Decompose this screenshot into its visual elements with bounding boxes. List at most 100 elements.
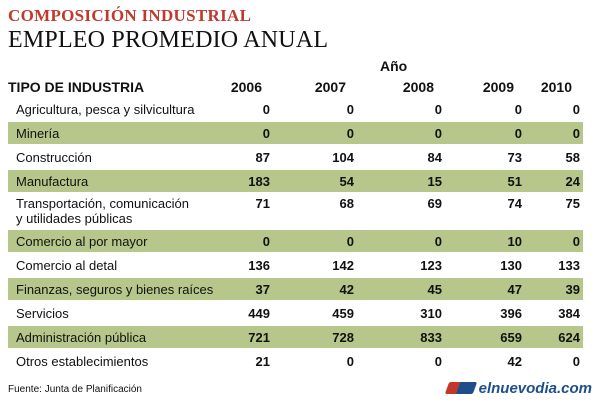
row-value-2007: 54 — [339, 174, 354, 189]
row-value-2009: 130 — [500, 258, 522, 273]
row-value-2007: 0 — [346, 102, 354, 117]
row-label: Comercio al por mayor — [16, 234, 148, 249]
row-value-2007: 42 — [339, 282, 354, 297]
row-label: Transportación, comunicación y utilidades… — [16, 196, 189, 226]
row-label-line: Manufactura — [16, 174, 89, 189]
row-value-2006: 21 — [255, 354, 270, 369]
row-label-line: Transportación, comunicación — [16, 196, 189, 211]
row-value-2006: 87 — [255, 150, 270, 165]
row-value-2006: 721 — [248, 330, 270, 345]
row-label-line: Comercio al por mayor — [16, 234, 148, 249]
row-value-2006: 37 — [255, 282, 270, 297]
row-value-2009: 74 — [507, 196, 522, 211]
row-value-2007: 68 — [339, 196, 354, 211]
row-label-line: Minería — [16, 126, 60, 141]
row-label-line: Construcción — [16, 150, 92, 165]
row-value-2008: 69 — [427, 196, 442, 211]
row-value-2006: 0 — [262, 102, 270, 117]
row-label-line: Administración pública — [16, 330, 147, 345]
row-value-2006: 449 — [248, 306, 270, 321]
table-row: Agricultura, pesca y silvicultura 0 0 0 0 0 — [8, 98, 583, 120]
row-value-2007: 0 — [346, 126, 354, 141]
row-value-2009: 659 — [500, 330, 522, 345]
row-value-2009: 47 — [507, 282, 522, 297]
row-label: Manufactura — [16, 174, 88, 189]
year-header-2008: 2008 — [402, 79, 434, 95]
row-value-2006: 0 — [262, 234, 270, 249]
row-value-2008: 0 — [434, 354, 442, 369]
row-value-2010: 0 — [572, 126, 580, 141]
row-value-2009: 0 — [514, 126, 522, 141]
row-value-2007: 728 — [332, 330, 354, 345]
table-row: Manufactura 183 54 15 51 24 — [8, 170, 583, 192]
row-value-2010: 133 — [558, 258, 580, 273]
row-label: Finanzas, seguros y bienes raíces — [16, 282, 213, 297]
row-label-line: Servicios — [16, 306, 69, 321]
row-value-2009: 0 — [514, 102, 522, 117]
table-row: Finanzas, seguros y bienes raíces 37 42 45 4… — [8, 278, 583, 300]
row-value-2009: 10 — [507, 234, 522, 249]
row-label: Servicios — [16, 306, 69, 321]
row-value-2010: 0 — [572, 102, 580, 117]
row-value-2010: 0 — [572, 354, 580, 369]
brand-logo: elnuevodia.com — [444, 377, 592, 399]
row-value-2009: 42 — [507, 354, 522, 369]
table-row: Minería 0 0 0 0 0 — [8, 122, 583, 144]
table-row: Comercio al detal 136 142 123 130 133 — [8, 254, 583, 276]
table-row: Construcción 87 104 84 73 58 — [8, 146, 583, 168]
row-label-line: Finanzas, seguros y bienes raíces — [16, 282, 214, 297]
year-header-2009: 2009 — [482, 79, 514, 95]
row-label: Agricultura, pesca y silvicultura — [16, 102, 194, 117]
row-value-2008: 0 — [434, 234, 442, 249]
year-group-label: Año — [380, 58, 408, 74]
row-value-2008: 45 — [427, 282, 442, 297]
row-value-2007: 459 — [332, 306, 354, 321]
chart-kicker: COMPOSICIÓN INDUSTRIAL — [8, 6, 252, 25]
row-value-2007: 0 — [346, 354, 354, 369]
row-value-2008: 84 — [427, 150, 442, 165]
row-label: Construcción — [16, 150, 92, 165]
year-header-2010: 2010 — [540, 79, 572, 95]
row-value-2010: 58 — [565, 150, 580, 165]
row-value-2010: 624 — [558, 330, 580, 345]
row-value-2010: 39 — [565, 282, 580, 297]
row-value-2008: 15 — [427, 174, 442, 189]
row-label-line: y utilidades públicas — [16, 211, 133, 226]
table-row: Servicios 449 459 310 396 384 — [8, 302, 583, 324]
row-value-2010: 75 — [565, 196, 580, 211]
row-value-2006: 136 — [248, 258, 270, 273]
source-note: Fuente: Junta de Planificación — [8, 384, 142, 395]
row-value-2007: 104 — [332, 150, 354, 165]
row-label: Minería — [16, 126, 59, 141]
row-value-2006: 71 — [255, 196, 270, 211]
row-value-2010: 384 — [558, 306, 580, 321]
table-row: Transportación, comunicación y utilidades… — [8, 194, 583, 228]
brand-text: elnuevodia.com — [478, 379, 592, 397]
row-label: Administración pública — [16, 330, 146, 345]
table-header-row: TIPO DE INDUSTRIA 2006 2007 2008 2009 20… — [0, 77, 600, 97]
row-label: Comercio al detal — [16, 258, 117, 273]
year-header-2007: 2007 — [314, 79, 346, 95]
row-value-2006: 0 — [262, 126, 270, 141]
category-header: TIPO DE INDUSTRIA — [8, 79, 145, 95]
chart-title: EMPLEO PROMEDIO ANUAL — [8, 27, 329, 53]
row-value-2008: 123 — [420, 258, 442, 273]
row-value-2008: 0 — [434, 126, 442, 141]
year-header-2006: 2006 — [230, 79, 262, 95]
row-label-line: Otros establecimientos — [16, 354, 149, 369]
table-row: Comercio al por mayor 0 0 0 10 0 — [8, 230, 583, 252]
row-value-2006: 183 — [248, 174, 270, 189]
row-value-2008: 310 — [420, 306, 442, 321]
row-value-2009: 73 — [507, 150, 522, 165]
table-row: Administración pública 721 728 833 659 624 — [8, 326, 583, 348]
row-value-2010: 0 — [572, 234, 580, 249]
row-value-2010: 24 — [565, 174, 580, 189]
row-value-2007: 142 — [332, 258, 354, 273]
row-value-2009: 51 — [507, 174, 522, 189]
row-label-line: Agricultura, pesca y silvicultura — [16, 102, 195, 117]
row-label: Otros establecimientos — [16, 354, 148, 369]
brand-mark-icon — [444, 382, 477, 394]
row-value-2007: 0 — [346, 234, 354, 249]
row-value-2008: 0 — [434, 102, 442, 117]
row-value-2008: 833 — [420, 330, 442, 345]
